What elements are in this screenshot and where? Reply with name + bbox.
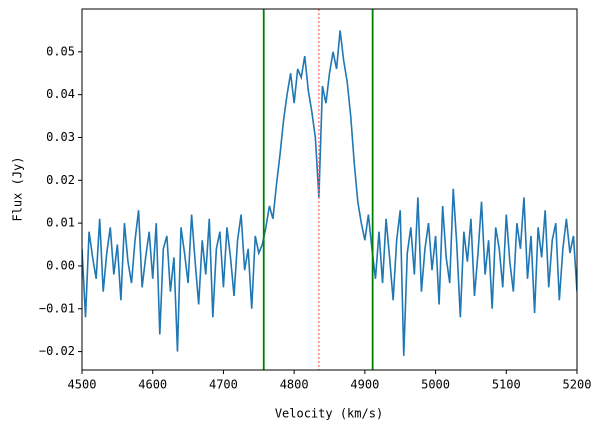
y-tick-label: 0.01 (46, 216, 75, 230)
y-tick-label: 0.00 (46, 258, 75, 272)
y-tick-label: −0.02 (39, 344, 75, 358)
x-tick-label: 4700 (209, 378, 238, 392)
y-tick-label: 0.05 (46, 44, 75, 58)
x-tick-label: 5000 (421, 378, 450, 392)
spectrum-line (82, 30, 577, 356)
x-tick-label: 4900 (350, 378, 379, 392)
x-tick-label: 4500 (68, 378, 97, 392)
y-tick-label: 0.03 (46, 130, 75, 144)
plot-frame (81, 8, 578, 371)
y-axis-label: Flux (Jy) (11, 156, 25, 221)
x-tick-label: 4800 (280, 378, 309, 392)
y-tick-label: −0.01 (39, 301, 75, 315)
x-tick-label: 5200 (563, 378, 592, 392)
x-axis-label: Velocity (km/s) (275, 407, 383, 421)
y-tick-label: 0.04 (46, 87, 75, 101)
y-tick-label: 0.02 (46, 173, 75, 187)
x-tick-label: 4600 (138, 378, 167, 392)
x-tick-label: 5100 (492, 378, 521, 392)
